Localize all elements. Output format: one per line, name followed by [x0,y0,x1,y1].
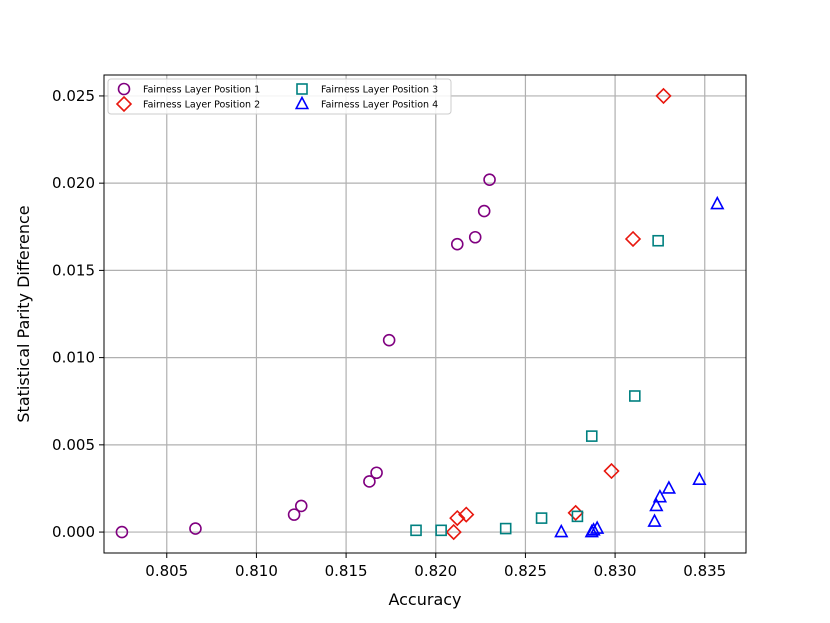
x-tick-label: 0.810 [235,562,278,580]
y-axis-ticks: 0.000 0.005 0.010 0.015 0.020 0.025 [52,87,104,541]
series-1-point [477,204,491,218]
x-tick-label: 0.825 [504,562,547,580]
series-2-point [655,87,672,105]
series-4-point [554,523,569,538]
legend-box [107,78,452,115]
series-1-point [382,333,396,347]
grid-lines [104,75,746,553]
legend-label-4: Fairness Layer Position 4 [321,100,438,111]
series-1-point [294,499,308,513]
series-3-point [435,524,447,537]
series-4-point [647,513,662,527]
y-tick-label: 0.020 [52,174,95,192]
series-2-point [458,506,475,523]
series-1-point [370,466,383,480]
series-4-point [710,195,725,210]
series-3-point [535,512,548,524]
series-1-point [287,508,301,521]
series-4-point [661,480,677,494]
x-tick-label: 0.835 [683,562,726,580]
series-4-point [652,488,668,503]
legend-marker-2 [115,95,133,113]
series-3-point [629,390,641,402]
x-axis-label: Accuracy [388,590,461,609]
series-3-point [410,524,422,537]
series-3-point [585,430,598,442]
legend-label-3: Fairness Layer Position 3 [321,85,438,96]
series-1-point [450,237,464,251]
y-tick-label: 0.025 [52,87,95,105]
legend-label-1: Fairness Layer Position 1 [143,85,260,96]
series-4-point [692,471,707,486]
legend: Fairness Layer Position 1 Fairness Layer … [107,78,452,115]
x-tick-label: 0.830 [594,562,637,580]
series-1-point [189,522,202,535]
series-4-point [586,522,601,536]
series-2-point [567,504,584,522]
y-tick-label: 0.000 [52,523,95,541]
series-4-point [649,497,664,512]
x-tick-label: 0.820 [414,562,457,580]
series-1-point [483,173,496,186]
x-tick-label: 0.815 [325,562,368,580]
series-3-point [652,234,664,247]
x-tick-label: 0.805 [145,562,188,580]
series-2-point [449,509,466,527]
x-axis-ticks: 0.805 0.810 0.815 0.820 0.825 0.830 0.835 [145,553,726,580]
legend-marker-4 [294,95,310,110]
legend-marker-1 [117,82,131,96]
series-1-point [115,525,129,539]
series-3-point [571,510,584,523]
series-2-point [445,523,462,541]
series-2-point [624,230,642,248]
series-3-point [499,522,512,535]
data-points [115,87,725,541]
y-tick-label: 0.015 [52,261,95,279]
plot-frame [103,74,747,554]
y-tick-label: 0.010 [52,349,95,367]
series-1-point [468,230,482,244]
y-tick-label: 0.005 [52,436,95,454]
series-2-point [603,462,620,480]
legend-label-2: Fairness Layer Position 2 [143,100,260,111]
series-1-point [363,475,376,488]
y-axis-label: Statistical Parity Difference [14,205,33,422]
series-4-point [590,520,605,534]
legend-marker-3 [296,83,308,95]
